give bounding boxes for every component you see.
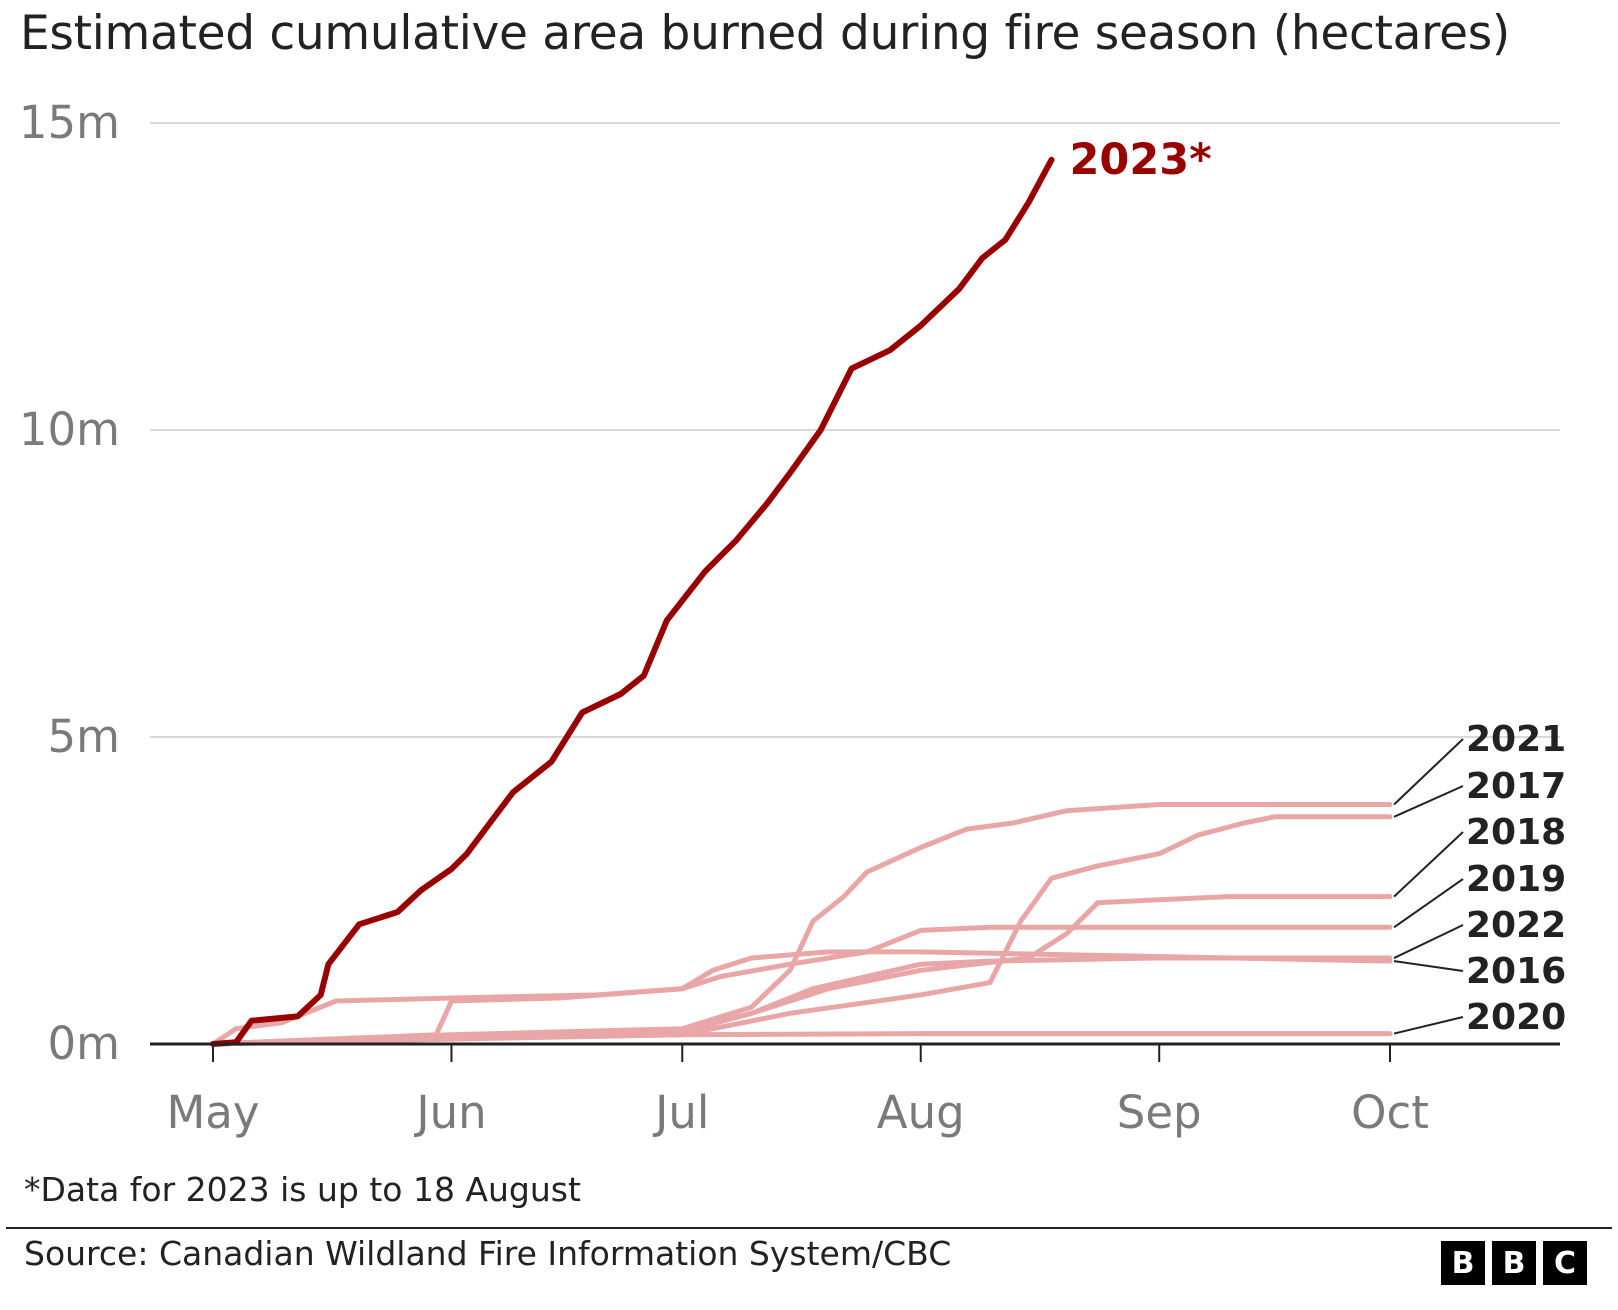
label-leader-line xyxy=(1393,785,1464,818)
series-line xyxy=(210,894,1393,1047)
series-end-label: 2023* xyxy=(1070,135,1212,185)
y-tick-label: 5m xyxy=(48,710,120,763)
footnote: *Data for 2023 is up to 18 August xyxy=(24,1170,581,1209)
label-leader-line xyxy=(1393,738,1464,806)
x-tick-label: Aug xyxy=(877,1086,965,1139)
bbc-logo-letter: B xyxy=(1441,1241,1485,1285)
series-label: 2020 xyxy=(1466,997,1566,1038)
y-tick-label: 0m xyxy=(48,1017,120,1070)
x-tick-label: Jul xyxy=(652,1086,709,1139)
bbc-logo: B B C xyxy=(1441,1241,1587,1285)
x-tick-label: Jun xyxy=(413,1086,486,1139)
series-label: 2021 xyxy=(1466,719,1566,760)
series-line xyxy=(210,949,1393,1047)
series-label: 2022 xyxy=(1466,905,1566,946)
series-label: 2016 xyxy=(1466,951,1566,992)
label-leader-line xyxy=(1393,924,1464,959)
y-tick-label: 15m xyxy=(19,96,120,149)
series-line xyxy=(210,802,1393,1047)
bbc-logo-letter: B xyxy=(1492,1241,1536,1285)
series-line xyxy=(210,924,1393,1047)
label-leader-line xyxy=(1393,960,1464,972)
label-leader-line xyxy=(1393,878,1464,929)
source-text: Source: Canadian Wildland Fire Informati… xyxy=(24,1234,952,1273)
label-leader-line xyxy=(1393,831,1464,898)
series-label: 2017 xyxy=(1466,766,1566,807)
series-line xyxy=(210,1031,1393,1047)
series-line xyxy=(210,814,1393,1047)
series-line xyxy=(210,156,1055,1047)
x-tick-label: May xyxy=(166,1086,259,1139)
y-tick-label: 10m xyxy=(19,403,120,456)
bbc-logo-letter: C xyxy=(1543,1241,1587,1285)
series-label: 2019 xyxy=(1466,859,1566,900)
footer-divider xyxy=(6,1227,1612,1229)
series-label: 2018 xyxy=(1466,812,1566,853)
x-tick-label: Oct xyxy=(1351,1086,1429,1139)
label-leader-line xyxy=(1393,1016,1464,1035)
x-tick-label: Sep xyxy=(1117,1086,1202,1139)
chart-title: Estimated cumulative area burned during … xyxy=(20,6,1510,61)
line-chart: 0m 5m 10m 15m May Jun Jul Aug Sep Oct 2023* 2021 201… xyxy=(19,96,1566,1139)
